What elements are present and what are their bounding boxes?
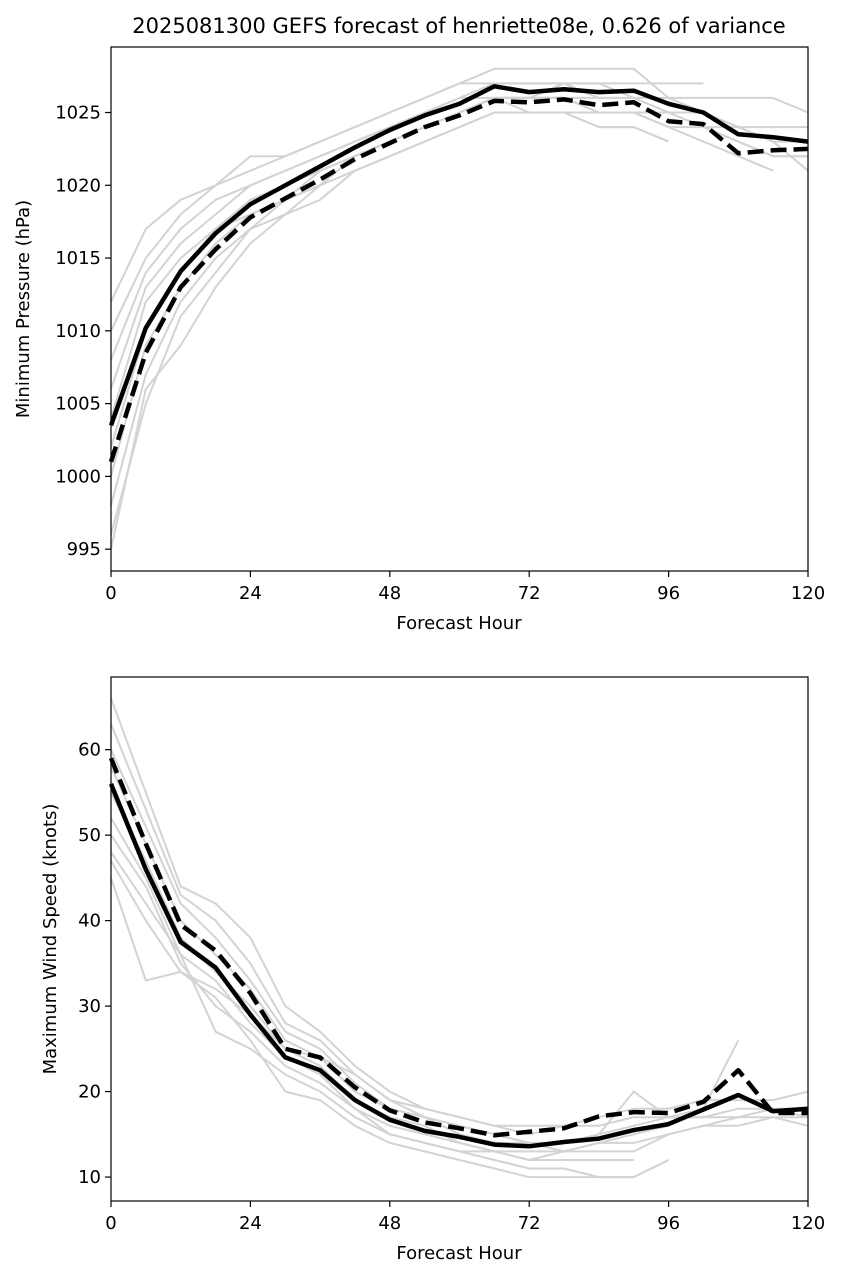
y-tick-label: 1000 (55, 466, 101, 487)
y-axis-label: Maximum Wind Speed (knots) (40, 804, 61, 1075)
x-tick-label: 120 (791, 1213, 825, 1234)
y-tick-label: 30 (78, 996, 101, 1017)
x-tick-label: 0 (105, 1213, 116, 1234)
ensemble-member-line (110, 82, 808, 550)
x-axis-label: Forecast Hour (396, 1243, 522, 1264)
pressure-panel: 0 24 48 72 96 120 995 1000 1005 1010 1015 1020 1025… (13, 14, 825, 634)
y-tick-label: 20 (78, 1082, 101, 1103)
x-tick-label: 96 (657, 1213, 680, 1234)
ensemble-mean-dashed-line (108, 97, 809, 463)
x-tick-label: 96 (657, 583, 680, 604)
x-tick-label: 24 (239, 583, 262, 604)
x-axis-ticks: 0 24 48 72 96 120 (105, 1201, 825, 1234)
ensemble-member-line (110, 817, 634, 1161)
forecast-solid-line (108, 783, 809, 1149)
plot-frame (110, 46, 809, 572)
y-tick-label: 995 (67, 539, 101, 560)
forecast-series (108, 84, 809, 463)
x-tick-label: 48 (378, 583, 401, 604)
plot-area-background (111, 47, 808, 571)
x-tick-label: 48 (378, 1213, 401, 1234)
x-tick-label: 24 (239, 1213, 262, 1234)
y-tick-label: 1020 (55, 175, 101, 196)
y-tick-label: 50 (78, 825, 101, 846)
ensemble-mean-dashed-line (108, 757, 808, 1138)
x-axis-label: Forecast Hour (396, 613, 522, 634)
y-tick-label: 1010 (55, 321, 101, 342)
plot-frame (110, 676, 809, 1202)
forecast-series (108, 757, 809, 1149)
ensemble-member-line (110, 851, 669, 1161)
y-tick-label: 60 (78, 740, 101, 761)
y-axis-ticks: 10 20 30 40 50 60 (78, 740, 111, 1188)
y-axis-label: Minimum Pressure (hPa) (13, 200, 34, 418)
x-tick-label: 72 (518, 1213, 541, 1234)
x-tick-label: 72 (518, 583, 541, 604)
y-tick-label: 10 (78, 1167, 101, 1188)
y-tick-label: 40 (78, 911, 101, 932)
ensemble-member-line (110, 877, 808, 1144)
x-tick-label: 0 (105, 583, 116, 604)
y-axis-ticks: 995 1000 1005 1010 1015 1020 1025 (55, 103, 111, 560)
chart-title: 2025081300 GEFS forecast of henriette08e… (132, 14, 785, 38)
ensemble-member-line (110, 860, 670, 1179)
y-tick-label: 1015 (55, 248, 101, 269)
y-tick-label: 1005 (55, 394, 101, 415)
y-tick-label: 1025 (55, 103, 101, 124)
ensemble-member-line (110, 111, 669, 535)
forecast-solid-line (108, 84, 809, 427)
ensemble-member-line (110, 82, 704, 332)
x-tick-label: 120 (791, 583, 825, 604)
x-axis-ticks: 0 24 48 72 96 120 (105, 571, 825, 604)
ensemble-member-line (110, 723, 740, 1136)
